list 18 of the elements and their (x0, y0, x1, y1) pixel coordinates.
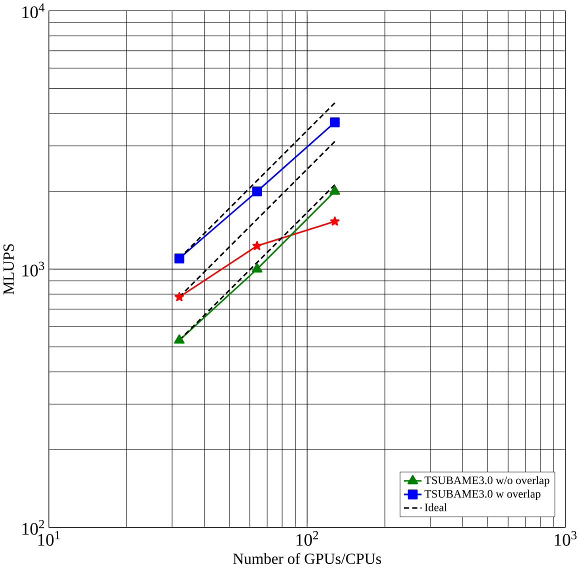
x-axis-title: Number of GPUs/CPUs (233, 552, 382, 564)
point (174, 253, 184, 264)
legend-label: TSUBAME3.0 w overlap (424, 490, 540, 500)
point (174, 292, 184, 301)
y-tick-label: 10$^{4}$ (22, 3, 44, 18)
point (252, 240, 262, 250)
point (252, 262, 262, 272)
point (330, 117, 340, 128)
legend-label: Ideal (424, 503, 447, 512)
y-axis-title: MLUPS (3, 244, 14, 294)
point (252, 186, 262, 196)
x-tick-label: 10$^{2}$ (296, 530, 318, 546)
legend-label: TSUBAME3.0 w/o overlap (424, 476, 550, 486)
point (330, 216, 340, 226)
point (330, 185, 340, 194)
x-tick-label: 10$^{3}$ (554, 530, 577, 546)
point (174, 334, 185, 344)
y-tick-label: 10$^{3}$ (22, 261, 44, 276)
